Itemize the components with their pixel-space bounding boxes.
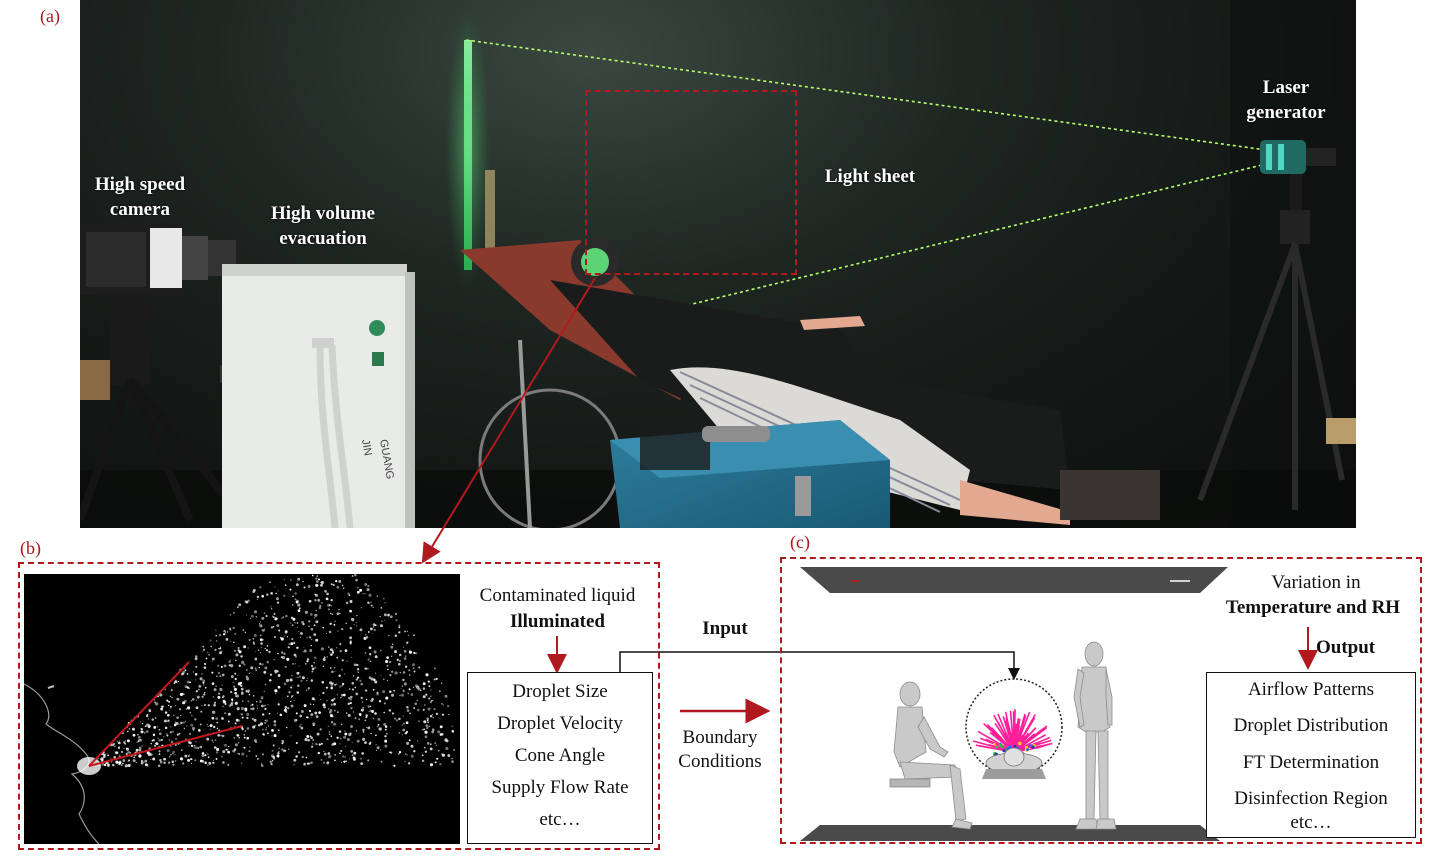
evacuation-label-line2: evacuation [279,228,367,249]
variation-label: Variation in [1271,572,1361,593]
param-droplet-size: Droplet Size [512,681,608,702]
standing-person-figure [1073,641,1117,830]
output-droplet-distribution: Droplet Distribution [1233,715,1389,736]
illuminated-label: Illuminated [509,611,606,632]
boundary-label-line1: Boundary [682,727,758,748]
output-ft-determination: FT Determination [1242,752,1380,773]
panel-c-label: (c) [790,532,810,552]
laser-generator-label: Laser generator [1228,75,1344,125]
evacuation-device: JIN GUANG [222,264,415,528]
simulation-scene [800,567,1228,841]
laser-lower-line [634,163,1267,319]
panel-a-label: (a) [40,6,60,26]
photo-illustration: JIN GUANG [80,0,1356,528]
panel-c-output-box: Airflow Patterns Droplet Distribution FT… [1206,672,1416,838]
param-droplet-velocity: Droplet Velocity [497,713,623,734]
input-label: Input [702,618,748,639]
droplet-spray-image [23,573,460,845]
light-sheet-label: Light sheet [824,166,916,187]
laser-label-line2: generator [1246,102,1326,123]
experiment-photo: JIN GUANG [80,0,1356,528]
input-connector-line [619,651,1020,680]
contaminated-liquid-label: Contaminated liquid [479,585,636,606]
disinfection-sphere [965,678,1063,776]
room-floor [800,825,1220,841]
evacuation-label-line1: High volume [271,203,375,224]
boundary-label-line2: Conditions [678,751,762,772]
temperature-rh-label: Temperature and RH [1225,597,1401,618]
laser-generator-device [1197,140,1345,510]
spray-droplets [97,573,456,768]
blue-equipment-case [610,420,890,528]
output-airflow-patterns: Airflow Patterns [1247,679,1375,700]
output-disinfection-region: Disinfection Region [1234,788,1388,809]
region-of-interest-box [585,90,797,275]
laser-label-line1: Laser [1262,77,1310,98]
output-etc: etc… [1290,812,1332,833]
camera-label-line2: camera [109,199,171,220]
room-ceiling [800,567,1228,593]
panel-c-frame [780,557,1422,844]
panel-b-parameter-box: Droplet Size Droplet Velocity Cone Angle… [467,672,653,844]
evacuation-label: High volume evacuation [248,201,398,251]
cone-lower-line [88,725,243,767]
camera-label-line1: High speed [94,174,186,195]
roi-to-b-arrow [421,277,596,564]
camera-label: High speed camera [80,172,200,222]
panel-b-label: (b) [20,538,41,558]
cone-upper-line [88,661,190,767]
panel-b-frame [18,562,660,850]
spray-svg [23,573,456,845]
param-etc: etc… [539,809,581,830]
seated-person-figure [889,681,973,830]
dental-chair-patient [460,238,1070,528]
laser-upper-line [465,39,1267,151]
param-supply-flow-rate: Supply Flow Rate [491,777,629,798]
output-label: Output [1316,637,1376,658]
param-cone-angle: Cone Angle [514,745,606,766]
evacuation-brand-jin: JIN [359,438,374,456]
